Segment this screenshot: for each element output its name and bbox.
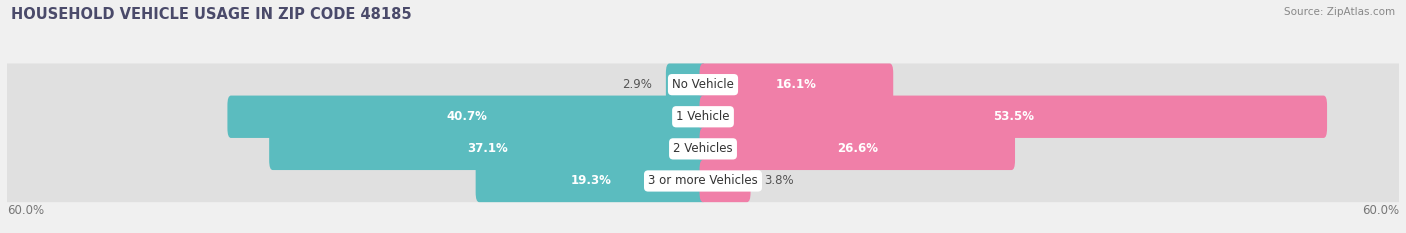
Text: 60.0%: 60.0% [7,204,44,217]
Text: 26.6%: 26.6% [837,142,877,155]
Text: 3 or more Vehicles: 3 or more Vehicles [648,175,758,188]
Text: 60.0%: 60.0% [1362,204,1399,217]
Text: 1 Vehicle: 1 Vehicle [676,110,730,123]
Text: 53.5%: 53.5% [993,110,1033,123]
Text: 19.3%: 19.3% [571,175,612,188]
FancyBboxPatch shape [700,63,893,106]
Text: HOUSEHOLD VEHICLE USAGE IN ZIP CODE 48185: HOUSEHOLD VEHICLE USAGE IN ZIP CODE 4818… [11,7,412,22]
FancyBboxPatch shape [228,96,706,138]
FancyBboxPatch shape [269,128,706,170]
Text: 3.8%: 3.8% [765,175,794,188]
Text: 37.1%: 37.1% [467,142,508,155]
Text: 2 Vehicles: 2 Vehicles [673,142,733,155]
Text: No Vehicle: No Vehicle [672,78,734,91]
FancyBboxPatch shape [4,160,1402,202]
FancyBboxPatch shape [666,63,706,106]
Text: 2.9%: 2.9% [621,78,652,91]
FancyBboxPatch shape [4,63,1402,106]
FancyBboxPatch shape [4,128,1402,170]
FancyBboxPatch shape [700,96,1327,138]
FancyBboxPatch shape [700,128,1015,170]
FancyBboxPatch shape [475,160,706,202]
Text: 16.1%: 16.1% [776,78,817,91]
FancyBboxPatch shape [4,96,1402,138]
FancyBboxPatch shape [700,160,751,202]
Text: Source: ZipAtlas.com: Source: ZipAtlas.com [1284,7,1395,17]
Text: 40.7%: 40.7% [447,110,488,123]
